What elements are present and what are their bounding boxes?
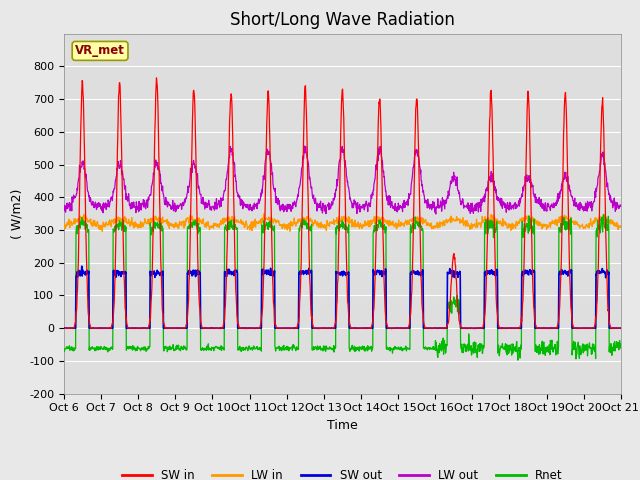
- Rnet: [60, 346, 68, 352]
- LW out: [301, 143, 308, 149]
- Title: Short/Long Wave Radiation: Short/Long Wave Radiation: [230, 11, 455, 29]
- LW out: [429, 204, 437, 210]
- LW out: [184, 183, 191, 189]
- LW in: [60, 222, 68, 228]
- Line: Rnet: Rnet: [64, 215, 621, 360]
- SW in: [551, 325, 559, 331]
- LW out: [170, 203, 178, 209]
- SW in: [171, 325, 179, 331]
- SW out: [247, 325, 255, 331]
- SW in: [152, 75, 160, 81]
- SW out: [552, 325, 559, 331]
- SW in: [184, 301, 192, 307]
- SW in: [246, 325, 254, 331]
- Line: SW in: SW in: [64, 78, 621, 328]
- SW in: [617, 325, 625, 331]
- Y-axis label: ( W/m2): ( W/m2): [11, 189, 24, 239]
- X-axis label: Time: Time: [327, 419, 358, 432]
- SW out: [502, 325, 510, 331]
- Rnet: [502, 341, 509, 347]
- LW in: [171, 224, 179, 230]
- Line: LW out: LW out: [64, 146, 621, 214]
- LW out: [60, 203, 68, 208]
- LW in: [429, 226, 437, 231]
- LW in: [99, 228, 106, 234]
- LW in: [502, 220, 510, 226]
- SW out: [78, 264, 86, 269]
- Rnet: [184, 224, 191, 230]
- SW out: [184, 268, 192, 274]
- Rnet: [514, 357, 522, 363]
- LW out: [552, 202, 559, 208]
- LW out: [502, 209, 510, 215]
- LW out: [617, 204, 625, 209]
- SW in: [429, 325, 437, 331]
- LW out: [432, 211, 440, 217]
- SW in: [60, 325, 68, 331]
- LW out: [246, 202, 254, 207]
- Rnet: [246, 347, 254, 352]
- SW out: [216, 325, 224, 331]
- SW out: [617, 325, 625, 331]
- LW in: [617, 224, 625, 229]
- LW in: [552, 221, 559, 227]
- Text: VR_met: VR_met: [75, 44, 125, 58]
- SW out: [60, 325, 68, 331]
- SW out: [171, 325, 179, 331]
- SW out: [429, 325, 437, 331]
- Line: SW out: SW out: [64, 266, 621, 328]
- Rnet: [429, 346, 436, 352]
- Rnet: [170, 346, 178, 352]
- Rnet: [551, 342, 559, 348]
- Rnet: [600, 212, 607, 217]
- Line: LW in: LW in: [64, 214, 621, 231]
- LW in: [246, 225, 254, 231]
- LW in: [184, 216, 192, 222]
- LW in: [260, 211, 268, 216]
- SW in: [502, 325, 509, 331]
- Legend: SW in, LW in, SW out, LW out, Rnet: SW in, LW in, SW out, LW out, Rnet: [117, 464, 568, 480]
- Rnet: [617, 341, 625, 347]
